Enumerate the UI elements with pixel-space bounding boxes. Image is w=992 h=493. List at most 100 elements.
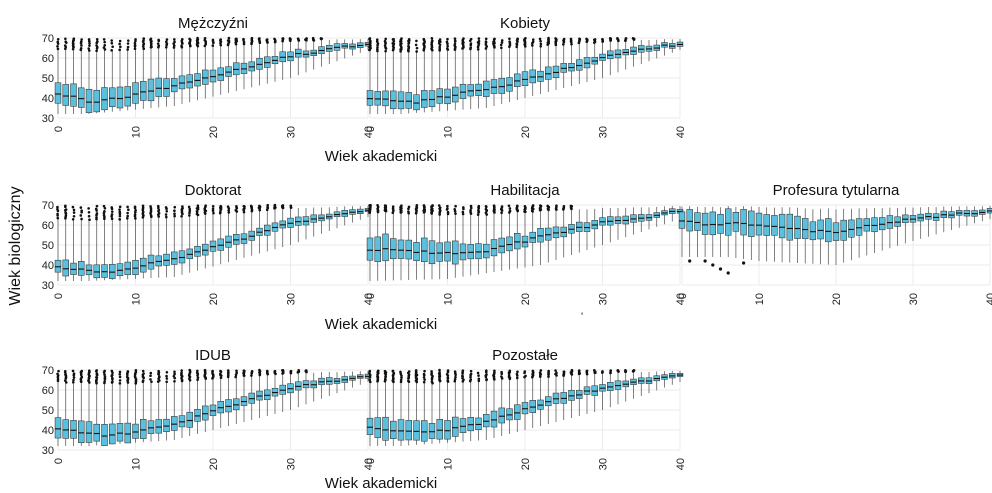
outlier-point <box>547 369 550 373</box>
outlier-point <box>156 42 160 45</box>
outlier-point <box>461 212 465 216</box>
box <box>132 259 139 275</box>
outlier-point <box>141 369 145 373</box>
box <box>140 418 147 439</box>
outlier-point <box>281 37 285 40</box>
outlier-point <box>484 207 488 211</box>
outlier-point <box>477 208 480 212</box>
outlier-point <box>219 210 222 214</box>
box <box>397 419 405 441</box>
outlier-point <box>438 371 441 374</box>
box <box>552 65 560 78</box>
outlier-point <box>499 43 503 47</box>
outlier-point <box>492 40 496 43</box>
outlier-point <box>250 36 254 40</box>
outlier-point <box>219 38 223 41</box>
panel-1: Mężczyźni 30 40 50 60 70 0 10 20 30 40 <box>42 15 375 138</box>
outlier-point <box>469 375 472 379</box>
outlier-point <box>110 369 114 373</box>
outlier-point <box>126 370 130 373</box>
outlier-point <box>445 40 449 44</box>
box <box>686 209 693 232</box>
outlier-point <box>95 44 98 47</box>
y-tick-label: 70 <box>42 33 54 45</box>
x-tick-label: 40 <box>675 126 687 138</box>
box <box>521 71 529 87</box>
box <box>202 405 209 421</box>
outlier-point <box>156 204 160 208</box>
outlier-point <box>56 40 60 44</box>
outlier-point <box>226 373 230 377</box>
outlier-point <box>103 207 107 210</box>
outlier-point <box>133 213 137 216</box>
outlier-point <box>454 375 457 379</box>
x-tick-label: 30 <box>598 293 610 305</box>
outlier-point <box>446 207 449 210</box>
outlier-point <box>438 47 442 51</box>
outlier-point <box>79 40 83 43</box>
outlier-point <box>437 204 441 207</box>
outlier-point <box>165 40 168 44</box>
outlier-point <box>165 209 169 213</box>
outlier-point <box>173 212 176 216</box>
outlier-point <box>64 372 67 376</box>
outlier-point <box>102 213 106 217</box>
outlier-point <box>195 371 199 375</box>
outlier-point <box>508 209 512 213</box>
outlier-point <box>150 380 153 384</box>
outlier-point <box>102 46 106 49</box>
outlier-point <box>165 38 169 41</box>
outlier-point <box>219 204 223 208</box>
x-tick-label: 20 <box>831 293 843 305</box>
box <box>452 86 459 103</box>
outlier-point <box>80 38 83 41</box>
outlier-point <box>554 37 557 40</box>
outlier-point <box>400 47 403 51</box>
box <box>171 78 178 93</box>
box <box>537 228 544 243</box>
outlier-point <box>103 43 107 47</box>
outlier-point <box>570 368 574 372</box>
box <box>786 213 794 241</box>
box <box>116 423 124 442</box>
outlier-point <box>142 42 146 45</box>
outlier-point <box>469 210 472 214</box>
outlier-point <box>234 37 238 41</box>
outlier-point <box>226 369 230 372</box>
outlier-point <box>118 210 122 214</box>
outlier-point <box>250 370 254 373</box>
outlier-point <box>414 43 418 47</box>
outlier-point <box>187 205 191 209</box>
outlier-point <box>485 378 488 381</box>
outlier-point <box>369 203 372 207</box>
outlier-point <box>546 204 549 208</box>
outlier-point <box>227 209 230 212</box>
outlier-point <box>118 370 122 374</box>
outlier-point <box>80 44 83 47</box>
outlier-point <box>173 370 176 374</box>
outlier-point <box>538 37 542 41</box>
panel-5: Profesura tytularna 0 10 20 30 40 <box>677 182 992 305</box>
panel-3: Doktorat 30 40 50 60 70 0 10 20 30 40 <box>42 182 375 305</box>
outlier-point <box>87 49 91 52</box>
box <box>233 62 240 76</box>
box <box>878 217 886 231</box>
box <box>101 264 108 278</box>
outlier-point <box>554 369 557 372</box>
outlier-point <box>500 41 504 44</box>
outlier-point <box>196 36 199 40</box>
outlier-point <box>173 209 176 213</box>
y-tick-label: 40 <box>42 93 54 105</box>
panel-title: Profesura tytularna <box>773 182 900 199</box>
outlier-point <box>400 204 403 207</box>
outlier-point <box>477 204 481 208</box>
outlier-point <box>64 214 68 217</box>
y-tick-label: 70 <box>42 365 54 377</box>
outlier-point <box>95 369 98 372</box>
outlier-point <box>453 207 456 211</box>
outlier-point <box>414 375 418 379</box>
panels-layer: Mężczyźni 30 40 50 60 70 0 10 20 30 40 Kobiety 0 10 20… <box>42 15 992 470</box>
outlier-point <box>57 369 60 373</box>
box <box>93 264 100 279</box>
outlier-point <box>111 376 114 380</box>
